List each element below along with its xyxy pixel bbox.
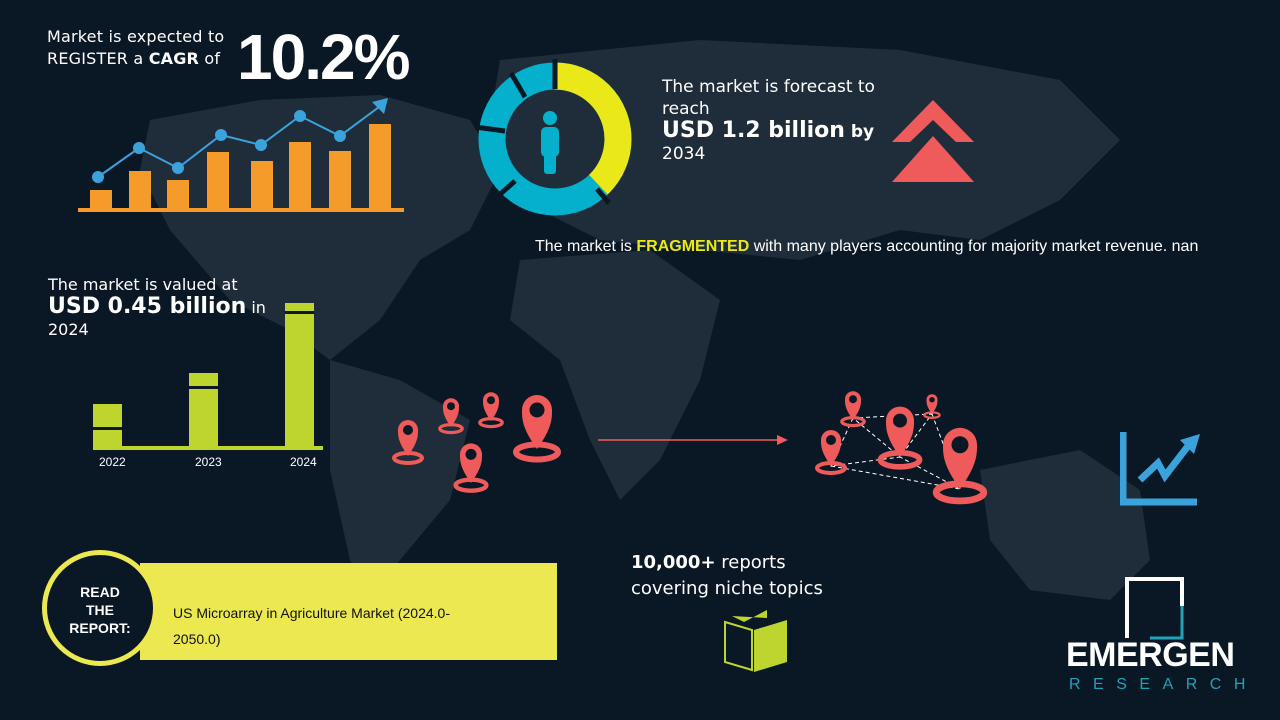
growth-bar-line-icon	[78, 98, 404, 212]
forecast-text: The market is forecast to reach USD 1.2 …	[662, 76, 922, 165]
yearly-bars-icon	[93, 303, 323, 450]
frag-post: with many players accounting for majorit…	[749, 238, 1199, 255]
reports-caption: covering niche topics	[631, 578, 823, 599]
frag-pre: The market is	[535, 238, 637, 255]
label-read: READ	[80, 584, 120, 600]
valued-text: The market is valued at USD 0.45 billion…	[48, 274, 288, 341]
read-report-banner[interactable]	[140, 563, 557, 660]
label-report: REPORT:	[69, 620, 131, 636]
cagr-caption-line1: Market is expected to	[47, 27, 225, 46]
reports-text: 10,000+ reports covering niche topics	[631, 550, 823, 602]
year-label-2023: 2023	[195, 455, 222, 469]
report-title-link[interactable]: US Microarray in Agriculture Market (202…	[173, 605, 450, 647]
frag-highlight: FRAGMENTED	[636, 238, 750, 255]
logo-subtitle: RESEARCH	[1069, 676, 1258, 693]
year-label-2024: 2024	[290, 455, 317, 469]
valued-in: in	[246, 298, 266, 317]
label-the: THE	[86, 602, 114, 618]
cagr-text: REGISTER a	[47, 49, 149, 68]
valued-caption: The market is valued at	[48, 275, 238, 294]
forecast-year: 2034	[662, 144, 706, 164]
cagr-bold: CAGR	[148, 49, 200, 68]
forecast-caption: The market is forecast to reach	[662, 77, 875, 119]
valued-value: USD 0.45 billion	[48, 294, 247, 319]
forecast-by: by	[844, 122, 875, 142]
read-report-circle	[42, 550, 158, 666]
double-chevron-up-icon	[892, 100, 974, 182]
cagr-value: 10.2%	[237, 21, 410, 93]
logo-name: EMERGEN	[1066, 636, 1235, 674]
donut-person-icon	[474, 59, 632, 216]
book-icon	[724, 610, 787, 672]
cagr-text-of: of	[199, 49, 221, 68]
year-label-2022: 2022	[99, 455, 126, 469]
fragmented-text: The market is FRAGMENTED with many playe…	[535, 236, 1215, 258]
growth-chart-icon	[1120, 432, 1200, 506]
cagr-caption-line2: REGISTER a CAGR of	[47, 48, 220, 70]
forecast-value: USD 1.2 billion	[662, 118, 845, 143]
reports-count: 10,000+	[631, 552, 716, 573]
reports-word: reports	[715, 552, 786, 573]
read-report-label: READ THE REPORT:	[42, 583, 158, 637]
valued-year: 2024	[48, 320, 89, 339]
emergen-logo-mark	[1125, 577, 1184, 640]
